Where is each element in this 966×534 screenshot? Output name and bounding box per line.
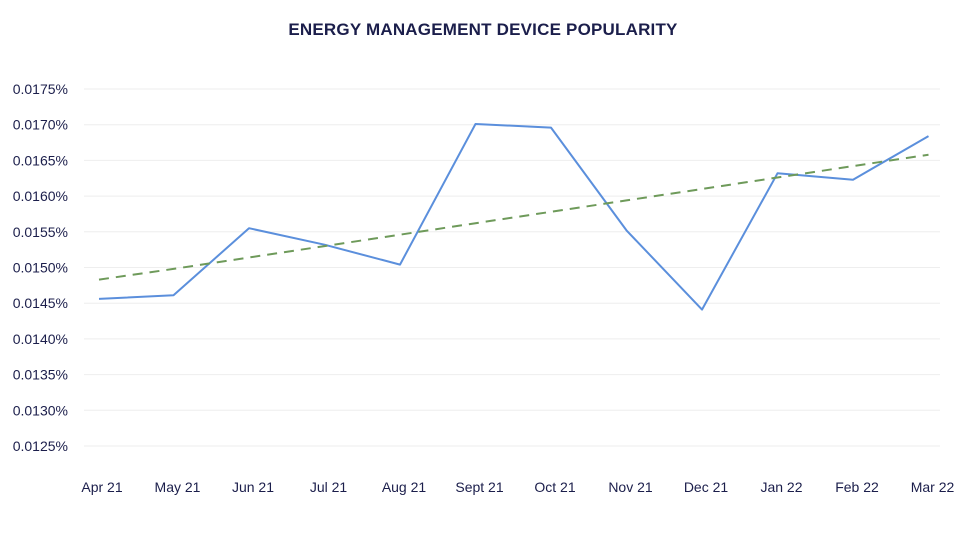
y-tick-label: 0.0155% [13, 224, 68, 240]
x-tick-label: Mar 22 [911, 479, 955, 495]
y-tick-label: 0.0130% [13, 402, 68, 418]
trendline [98, 153, 929, 281]
chart-title: ENERGY MANAGEMENT DEVICE POPULARITY [288, 20, 678, 39]
x-tick-label: May 21 [155, 479, 201, 495]
y-tick-label: 0.0150% [13, 260, 68, 276]
x-tick-label: Jan 22 [760, 479, 802, 495]
x-tick-label: Jun 21 [232, 479, 274, 495]
y-tick-label: 0.0135% [13, 367, 68, 383]
series-line [98, 123, 930, 311]
x-tick-label: Feb 22 [835, 479, 879, 495]
x-tick-label: Apr 21 [81, 479, 122, 495]
y-tick-label: 0.0125% [13, 438, 68, 454]
series-lines [98, 123, 930, 311]
y-tick-label: 0.0160% [13, 188, 68, 204]
y-axis-tick-labels: 0.0125% 0.0130% 0.0135% 0.0140% 0.0145% 0.015… [13, 81, 68, 454]
x-tick-label: Nov 21 [608, 479, 653, 495]
x-tick-label: Jul 21 [310, 479, 348, 495]
grid-lines [84, 88, 940, 447]
y-tick-label: 0.0145% [13, 295, 68, 311]
x-axis-tick-labels: Apr 21 May 21 Jun 21 Jul 21 Aug 21 Sept 21 Oct… [81, 479, 954, 495]
y-tick-label: 0.0165% [13, 152, 68, 168]
x-tick-label: Aug 21 [382, 479, 427, 495]
y-tick-label: 0.0170% [13, 117, 68, 133]
x-tick-label: Oct 21 [534, 479, 575, 495]
x-tick-label: Dec 21 [684, 479, 729, 495]
x-tick-label: Sept 21 [455, 479, 503, 495]
y-tick-label: 0.0140% [13, 331, 68, 347]
y-tick-label: 0.0175% [13, 81, 68, 97]
